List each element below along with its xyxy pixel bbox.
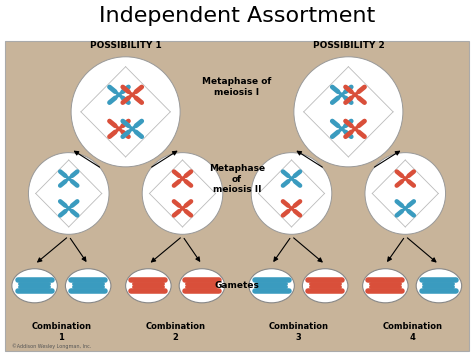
Text: Gametes: Gametes [215,280,259,290]
Text: Combination
3: Combination 3 [268,322,328,342]
Text: Combination
4: Combination 4 [382,322,442,342]
Text: Independent Assortment: Independent Assortment [99,6,375,26]
Ellipse shape [294,57,403,167]
Ellipse shape [28,153,109,234]
Ellipse shape [65,269,111,303]
Ellipse shape [71,57,180,167]
Text: Combination
1: Combination 1 [31,322,91,342]
Ellipse shape [179,269,225,303]
Text: Metaphase of
meiosis I: Metaphase of meiosis I [202,77,272,97]
Ellipse shape [249,269,294,303]
Text: Metaphase
of
meiosis II: Metaphase of meiosis II [209,164,265,194]
Ellipse shape [126,269,171,303]
FancyBboxPatch shape [5,41,469,351]
Ellipse shape [302,269,348,303]
Ellipse shape [365,153,446,234]
Ellipse shape [416,269,462,303]
Ellipse shape [363,269,408,303]
Text: POSSIBILITY 2: POSSIBILITY 2 [312,41,384,50]
Text: POSSIBILITY 1: POSSIBILITY 1 [90,41,162,50]
Text: ©Addison Wesley Longman, Inc.: ©Addison Wesley Longman, Inc. [12,343,91,349]
Text: Combination
2: Combination 2 [145,322,205,342]
Ellipse shape [142,153,223,234]
Ellipse shape [12,269,57,303]
Ellipse shape [251,153,332,234]
